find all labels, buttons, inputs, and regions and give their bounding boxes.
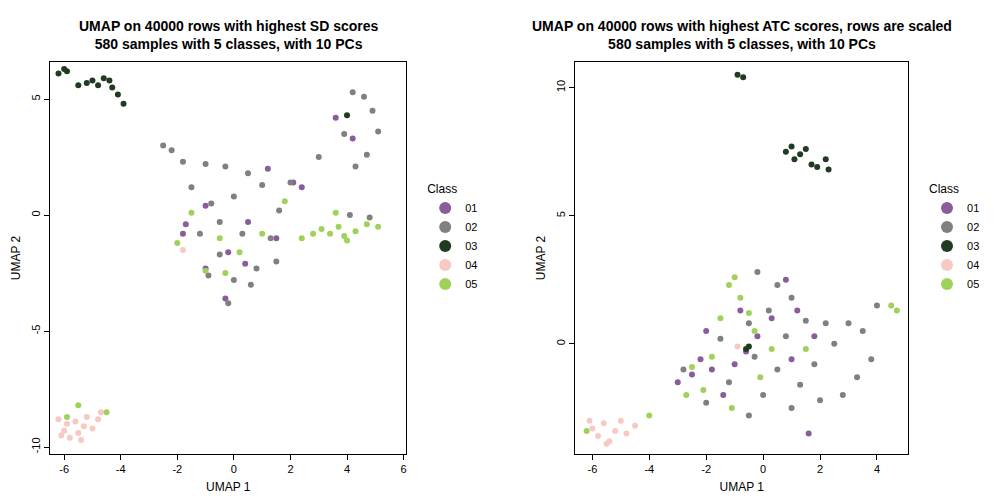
svg-text:UMAP 1: UMAP 1 [206, 480, 251, 494]
svg-text:0: 0 [231, 463, 237, 475]
svg-text:0: 0 [760, 463, 766, 475]
svg-text:04: 04 [967, 259, 979, 271]
svg-text:-2: -2 [172, 463, 182, 475]
svg-text:4: 4 [344, 463, 350, 475]
svg-text:UMAP 2: UMAP 2 [534, 235, 548, 280]
svg-text:04: 04 [465, 259, 477, 271]
svg-text:UMAP 2: UMAP 2 [9, 235, 23, 280]
svg-text:5: 5 [555, 211, 567, 217]
svg-text:01: 01 [967, 202, 979, 214]
svg-text:Class: Class [929, 183, 959, 197]
svg-text:UMAP on 40000 rows with highes: UMAP on 40000 rows with highest ATC scor… [532, 18, 952, 52]
svg-text:6: 6 [401, 463, 407, 475]
svg-text:Class: Class [427, 183, 457, 197]
svg-text:0: 0 [555, 339, 567, 345]
svg-text:-10: -10 [30, 437, 42, 453]
svg-text:-5: -5 [30, 325, 42, 335]
svg-text:-4: -4 [644, 463, 654, 475]
svg-text:5: 5 [30, 94, 42, 100]
svg-text:03: 03 [465, 240, 477, 252]
svg-text:4: 4 [874, 463, 880, 475]
svg-text:-6: -6 [59, 463, 69, 475]
svg-text:05: 05 [967, 278, 979, 290]
svg-text:10: 10 [555, 80, 567, 92]
svg-text:01: 01 [465, 202, 477, 214]
svg-text:05: 05 [465, 278, 477, 290]
svg-text:UMAP 1: UMAP 1 [720, 480, 765, 494]
svg-text:UMAP on 40000 rows with highes: UMAP on 40000 rows with highest SD score… [79, 18, 378, 52]
svg-text:03: 03 [967, 240, 979, 252]
svg-text:-2: -2 [701, 463, 711, 475]
svg-text:-4: -4 [116, 463, 126, 475]
svg-text:02: 02 [465, 221, 477, 233]
svg-text:2: 2 [817, 463, 823, 475]
svg-text:02: 02 [967, 221, 979, 233]
svg-text:-6: -6 [587, 463, 597, 475]
svg-text:0: 0 [30, 210, 42, 216]
svg-text:2: 2 [287, 463, 293, 475]
